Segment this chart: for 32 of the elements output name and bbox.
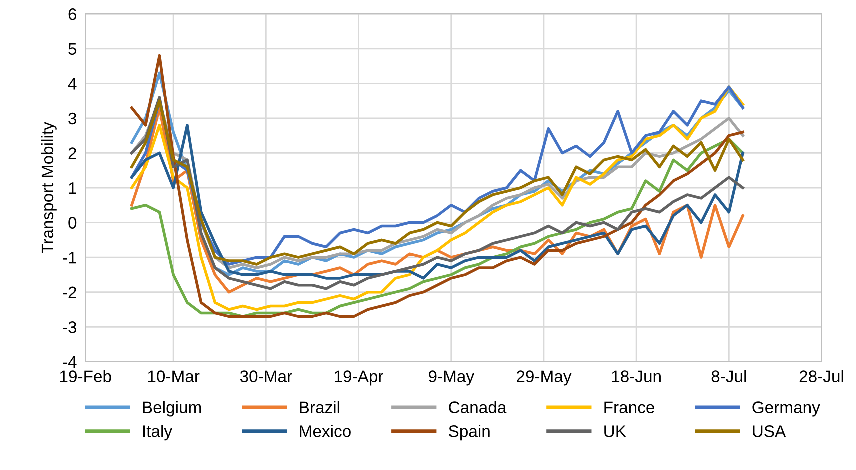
x-tick-label: 8-Jul <box>712 370 746 382</box>
legend-label: Mexico <box>300 425 351 438</box>
x-tick-label: 9-May <box>428 370 474 386</box>
x-tick-label: 19-Apr <box>335 370 384 386</box>
y-tick-label: 1 <box>69 182 76 194</box>
y-tick-label: 0 <box>68 217 77 229</box>
x-tick-label: 30-Mar <box>240 370 292 382</box>
legend-label: Canada <box>449 401 507 414</box>
y-tick-label: 2 <box>68 148 76 160</box>
x-tick-label: 19-Feb <box>60 370 112 382</box>
line-series <box>130 124 744 280</box>
legend-label: Italy <box>143 425 172 441</box>
y-tick-label: 5 <box>68 43 77 56</box>
x-tick-label: 28-Jul <box>800 370 844 382</box>
y-axis-title: Transport Mobility <box>41 122 57 254</box>
legend-label: USA <box>753 426 786 438</box>
x-tick-label: 18-Jun <box>612 370 661 382</box>
y-tick-label: -2 <box>63 286 76 298</box>
legend-label: UK <box>604 426 626 438</box>
x-tick-label: 10-Mar <box>148 370 200 382</box>
y-tick-label: -3 <box>63 322 77 334</box>
legend-label: Spain <box>449 425 490 441</box>
y-tick-label: 4 <box>68 78 77 90</box>
legend-label: Germany <box>752 402 820 417</box>
y-tick-label: 3 <box>68 112 77 125</box>
legend-label: Belgium <box>143 401 202 417</box>
legend-label: Brazil <box>300 401 340 414</box>
y-tick-label: -1 <box>63 252 76 264</box>
y-tick-label: -4 <box>63 356 77 368</box>
y-tick-label: 6 <box>68 8 77 20</box>
x-tick-label: 29-May <box>517 370 572 386</box>
legend-label: France <box>604 402 654 414</box>
